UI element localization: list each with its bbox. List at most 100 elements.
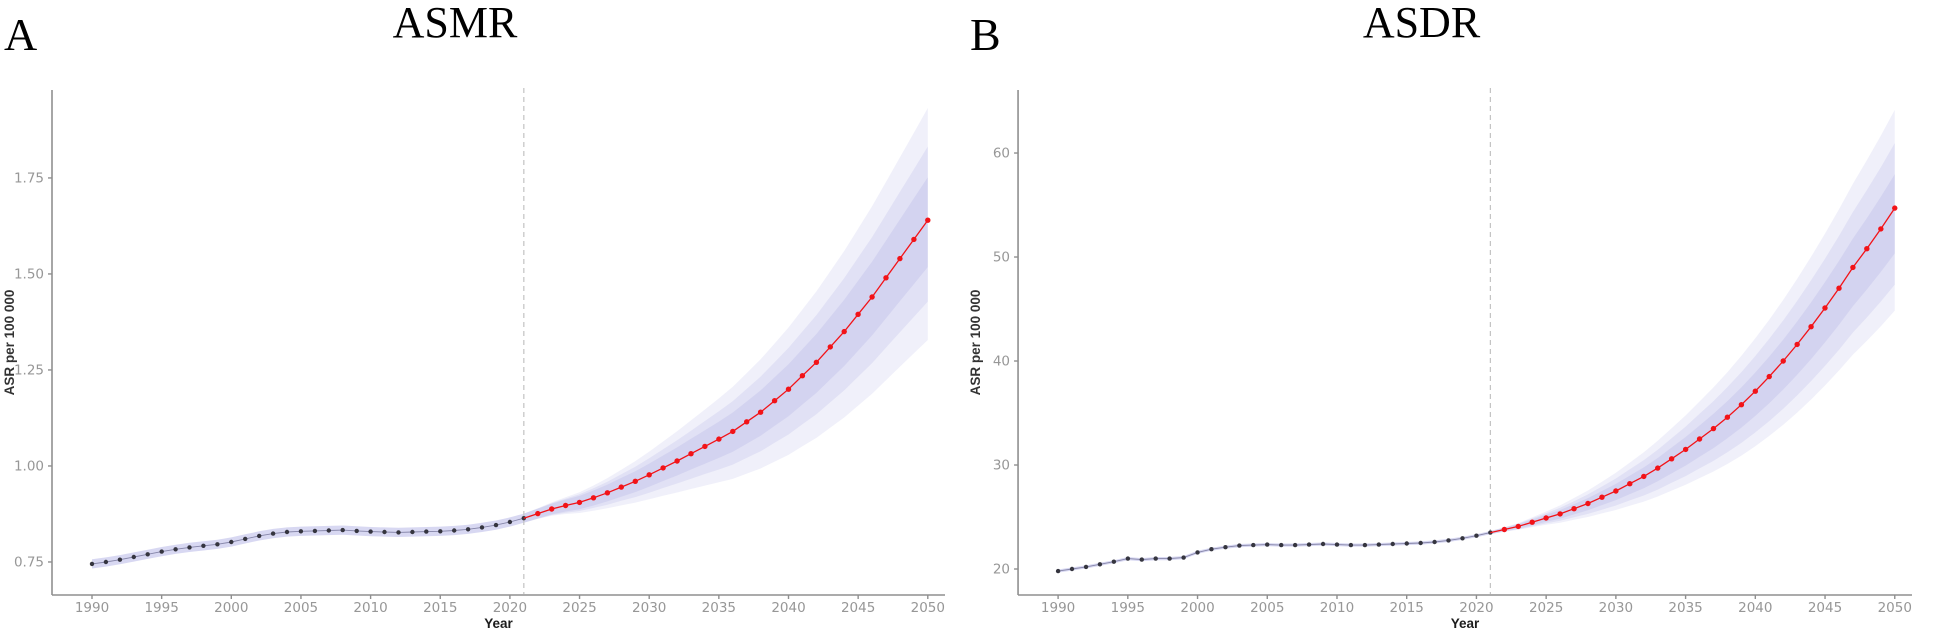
projected-point — [869, 294, 875, 300]
observed-point — [1279, 542, 1284, 548]
observed-point — [215, 542, 220, 547]
x-axis-title: Year — [484, 616, 513, 631]
observed-point — [1097, 562, 1103, 567]
y-tick-label: 60 — [993, 146, 1010, 162]
observed-point — [1195, 550, 1200, 555]
x-tick-label: 2050 — [911, 600, 945, 616]
projected-point — [1822, 305, 1828, 311]
observed-point — [354, 528, 359, 534]
y-tick-label: 0.75 — [14, 554, 44, 570]
observed-point — [396, 530, 401, 535]
observed-point — [410, 529, 415, 535]
observed-point — [424, 529, 429, 534]
observed-point — [1418, 540, 1423, 546]
observed-point — [1348, 542, 1354, 548]
observed-point — [1460, 536, 1465, 541]
y-tick-label: 1.00 — [14, 458, 44, 474]
projected-point — [911, 236, 917, 243]
projected-point — [660, 465, 666, 471]
y-tick-label: 20 — [993, 562, 1010, 578]
projected-point — [632, 478, 638, 484]
observed-point — [1083, 564, 1089, 570]
observed-series-line — [1058, 532, 1491, 572]
observed-point — [173, 547, 178, 552]
observed-point — [465, 527, 471, 532]
observed-point — [438, 529, 443, 534]
projected-point — [1794, 341, 1800, 348]
observed-confidence-band — [92, 513, 524, 569]
observed-series-points — [89, 516, 526, 567]
projected-point — [757, 409, 764, 415]
projected-point — [897, 255, 903, 262]
observed-point — [382, 529, 387, 535]
observed-point — [1153, 556, 1158, 561]
projected-point — [744, 419, 750, 425]
observed-point — [1251, 542, 1256, 548]
projected-point — [1878, 226, 1884, 232]
projected-point — [1515, 523, 1521, 530]
projected-point — [1696, 436, 1703, 442]
y-tick-label: 1.75 — [14, 170, 44, 186]
observed-point — [131, 554, 136, 560]
projected-point — [1627, 481, 1633, 487]
x-tick-label: 2010 — [1320, 600, 1354, 616]
observed-point — [1209, 547, 1214, 552]
projection-band-outer — [523, 108, 928, 523]
panel-title-asmr: ASMR — [392, 0, 518, 47]
projected-point — [1682, 446, 1689, 453]
observed-point — [1404, 541, 1409, 546]
projected-point — [674, 458, 680, 464]
x-tick-label: 2000 — [214, 600, 248, 616]
projected-point — [549, 506, 555, 512]
projected-point — [576, 499, 583, 506]
x-tick-label: 2005 — [284, 600, 318, 616]
projection-band-middle — [1490, 143, 1895, 535]
projected-series-points — [1501, 205, 1898, 533]
x-tick-label: 2015 — [423, 600, 457, 616]
observed-point — [1237, 543, 1242, 548]
observed-point — [284, 529, 290, 535]
x-tick-label: 1990 — [1041, 600, 1075, 616]
observed-point — [1320, 541, 1326, 547]
projected-point — [730, 428, 736, 435]
observed-point — [1292, 542, 1298, 548]
observed-point — [507, 519, 513, 525]
observed-point — [326, 528, 331, 533]
projected-point — [1641, 473, 1647, 480]
panel-title-asdr: ASDR — [1362, 0, 1481, 47]
projected-point — [646, 472, 652, 478]
x-tick-label: 2030 — [632, 600, 666, 616]
x-tick-label: 2030 — [1599, 600, 1633, 616]
projected-point — [1780, 358, 1786, 364]
x-tick-label: 2035 — [702, 600, 736, 616]
observed-point — [1390, 541, 1395, 547]
projected-point — [702, 443, 708, 450]
observed-point — [452, 528, 457, 533]
projected-point — [841, 328, 847, 335]
x-tick-label: 2010 — [353, 600, 387, 616]
observed-point — [257, 533, 262, 539]
observed-point — [187, 545, 192, 550]
projected-point — [785, 386, 792, 392]
x-tick-label: 2005 — [1250, 600, 1284, 616]
projected-point — [1501, 526, 1508, 533]
projected-point — [1571, 506, 1577, 512]
observed-point — [117, 557, 123, 562]
y-tick-label: 1.25 — [14, 362, 44, 378]
observed-point — [1306, 542, 1312, 547]
observed-series-line — [91, 517, 524, 565]
panel-letter-b: B — [970, 9, 1001, 60]
x-tick-label: 2020 — [1459, 600, 1493, 616]
observed-point — [89, 561, 95, 567]
y-axis-title: ASR per 100 000 — [2, 290, 17, 396]
observed-point — [270, 531, 276, 536]
y-axis-title: ASR per 100 000 — [968, 290, 983, 396]
observed-point — [1488, 530, 1493, 535]
projected-point — [604, 490, 611, 496]
axes: 0.75 1.00 1.25 1.50 1.75 1990 1995 2000 2005 2010… — [14, 90, 945, 616]
panel-letter-a: A — [4, 9, 38, 60]
projection-band-inner — [523, 177, 928, 523]
projected-point — [535, 510, 541, 517]
